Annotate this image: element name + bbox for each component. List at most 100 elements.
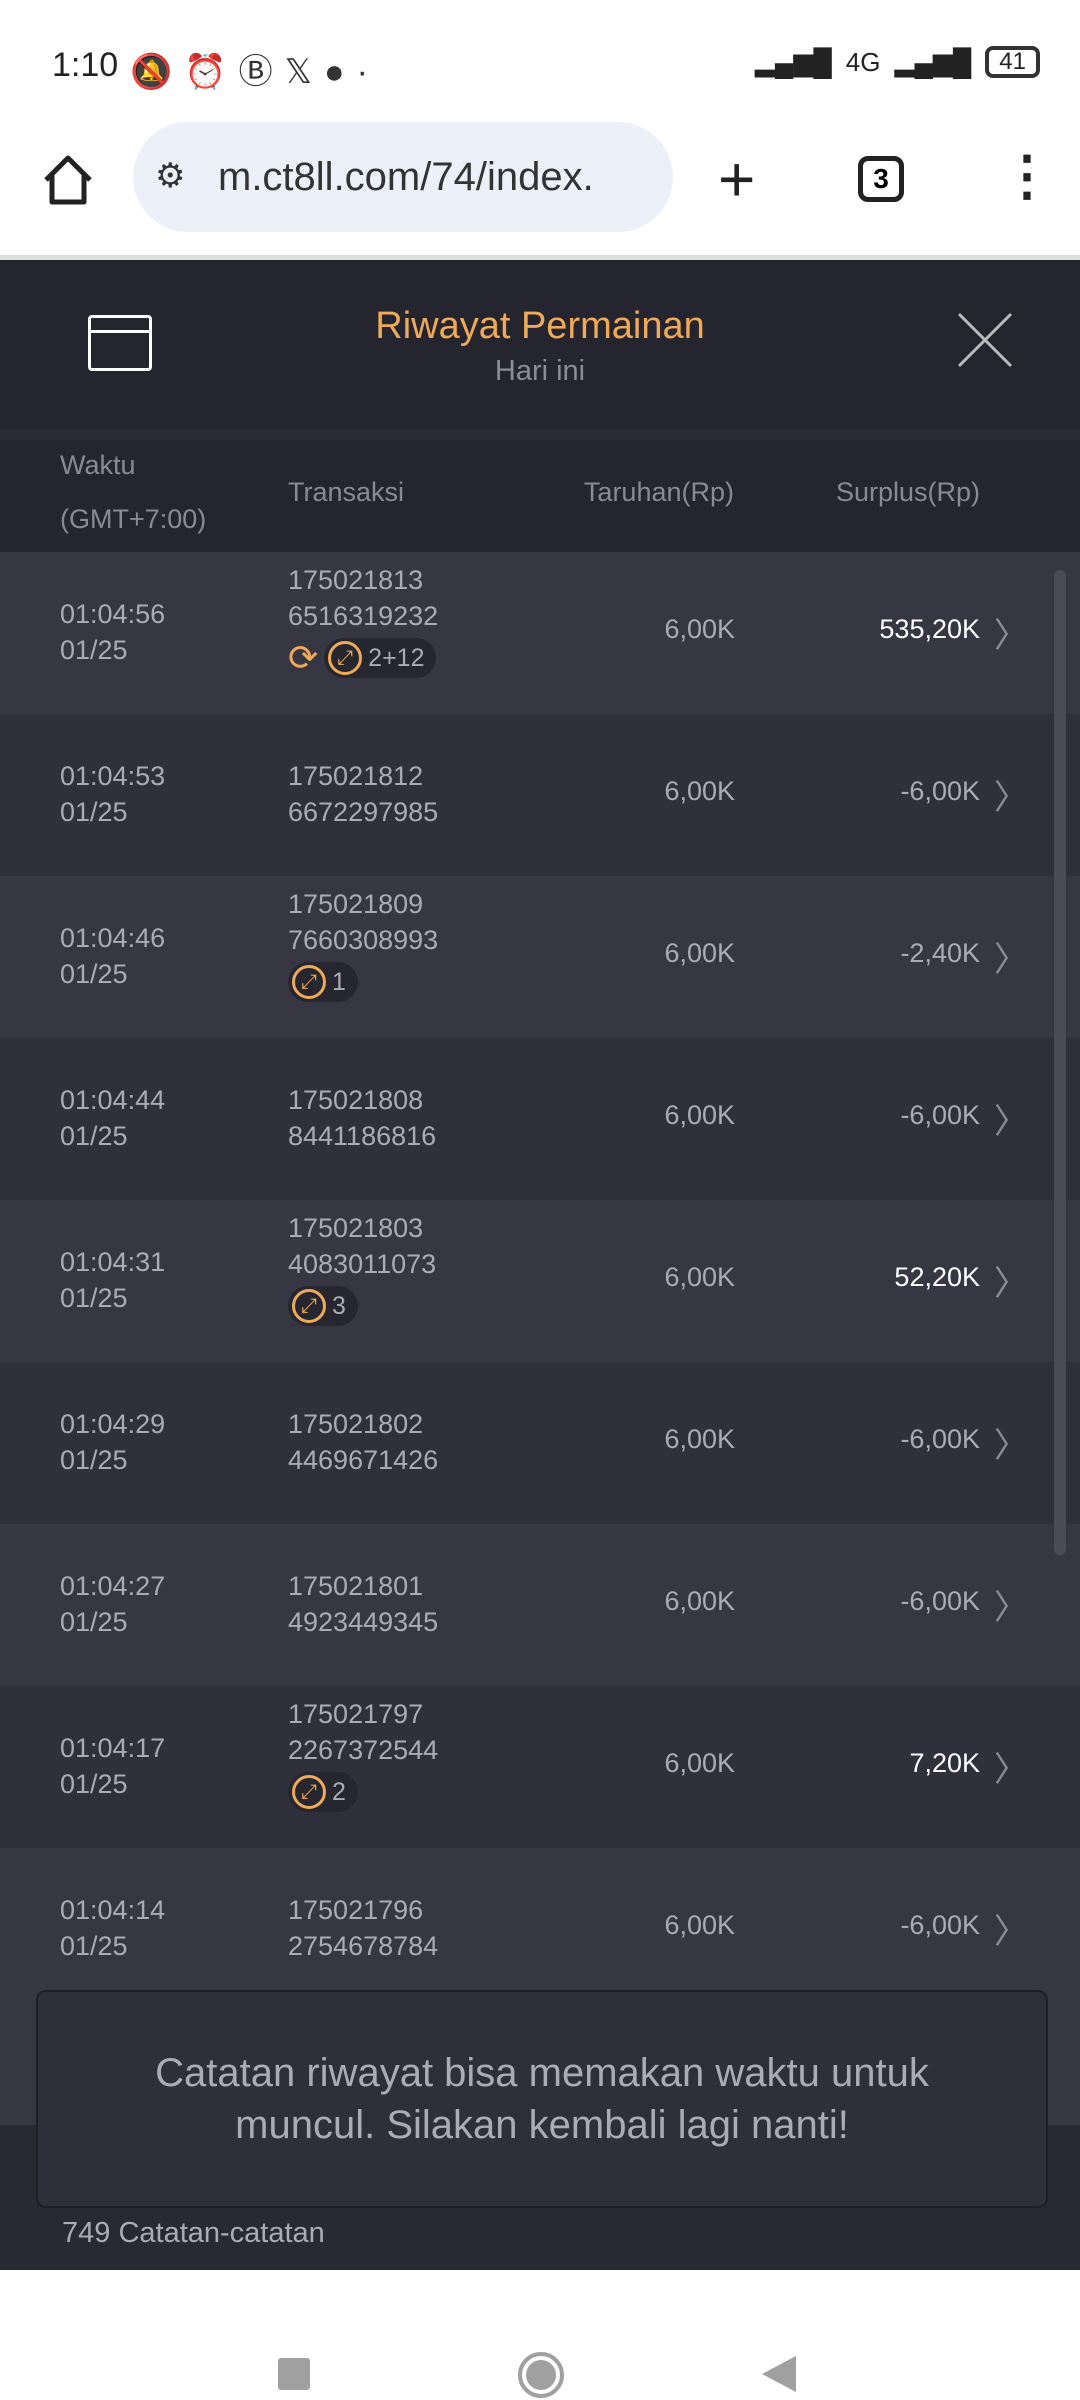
row-transaction: 175021812 6672297985: [288, 758, 438, 830]
network-type: 4G: [845, 46, 881, 77]
home-nav-icon[interactable]: [518, 2352, 564, 2398]
badge-count: 2+12: [368, 644, 425, 672]
row-transaction: 175021796 2754678784: [288, 1892, 438, 1964]
row-transaction: 175021809 7660308993 ⤢ 1: [288, 886, 438, 1002]
table-row[interactable]: 01:04:56 01/25 175021813 6516319232 ⟳ ⤢ 2+12 …: [0, 552, 1080, 714]
col-transaction: Transaksi: [288, 477, 405, 507]
tx-id-part2: 8441186816: [288, 1121, 437, 1151]
system-nav-bar: [0, 2270, 1080, 2400]
free-spin-badge: ⤢ 2+12: [324, 638, 437, 678]
chevron-right-icon[interactable]: 〉: [994, 1589, 1028, 1627]
browser-toolbar: ⚙ m.ct8ll.com/74/index. + 3 ⋮: [0, 122, 1080, 255]
tx-id-part2: 4469671426: [288, 1445, 439, 1475]
calendar-icon[interactable]: [88, 315, 152, 371]
row-transaction: 175021813 6516319232 ⟳ ⤢ 2+12: [288, 562, 438, 678]
table-row[interactable]: 01:04:29 01/25 175021802 4469671426 6,00K …: [0, 1362, 1080, 1524]
tx-id-part1: 175021812: [288, 761, 424, 791]
chevron-right-icon[interactable]: 〉: [994, 1265, 1028, 1303]
chevron-right-icon[interactable]: 〉: [994, 1427, 1028, 1465]
clock: 1:10: [52, 46, 119, 84]
scrollbar[interactable]: [1054, 570, 1066, 1555]
address-bar[interactable]: ⚙ m.ct8ll.com/74/index.: [133, 122, 673, 232]
chevron-right-icon[interactable]: 〉: [994, 1751, 1028, 1789]
recents-icon[interactable]: [278, 2358, 310, 2390]
back-icon[interactable]: [762, 2356, 796, 2392]
row-transaction: 175021808 8441186816: [288, 1082, 436, 1154]
site-settings-icon[interactable]: ⚙: [155, 157, 186, 195]
row-surplus: 535,20K: [879, 614, 980, 644]
chevron-right-icon[interactable]: 〉: [994, 941, 1028, 979]
row-transaction: 175021802 4469671426: [288, 1406, 438, 1478]
row-bet: 6,00K: [664, 1100, 735, 1130]
home-icon[interactable]: [38, 150, 98, 210]
chevron-right-icon[interactable]: 〉: [994, 779, 1028, 817]
date: 01/25: [60, 1607, 128, 1637]
game-history-panel: Riwayat Permainan Hari ini Waktu (GMT+7:…: [0, 260, 1080, 2270]
row-surplus: 52,20K: [894, 1262, 980, 1292]
divider: [0, 255, 1080, 260]
time: 01:04:17: [60, 1733, 166, 1763]
badge-count: 1: [332, 968, 346, 996]
date: 01/25: [60, 635, 128, 665]
refresh-icon: ⟳: [288, 637, 319, 678]
row-time: 01:04:44 01/25: [60, 1082, 165, 1154]
row-surplus: -6,00K: [900, 776, 980, 806]
status-bar: 1:10 🔕⏰Ⓑ𝕏●· ▂▄▆█ 4G ▂▄▆█ 41: [0, 0, 1080, 130]
table-row[interactable]: 01:04:27 01/25 175021801 4923449345 6,00K …: [0, 1524, 1080, 1686]
tx-id-part2: 2754678784: [288, 1931, 439, 1961]
row-bet: 6,00K: [664, 1748, 735, 1778]
row-surplus: 7,20K: [909, 1748, 980, 1778]
table-row[interactable]: 01:04:46 01/25 175021809 7660308993 ⤢ 1 6,00…: [0, 876, 1080, 1038]
row-transaction: 175021803 4083011073 ⤢ 3: [288, 1210, 436, 1326]
tx-id-part2: 4923449345: [288, 1607, 439, 1637]
row-surplus: -2,40K: [900, 938, 980, 968]
close-icon[interactable]: [955, 310, 1015, 370]
row-bet: 6,00K: [664, 1424, 735, 1454]
free-spin-badge: ⤢ 2: [288, 1772, 358, 1812]
table-row[interactable]: 01:04:14 01/25 175021796 2754678784 6,00K …: [0, 1848, 1080, 2010]
page-title: Riwayat Permainan: [375, 305, 705, 347]
date: 01/25: [60, 1445, 128, 1475]
tx-id-part1: 175021801: [288, 1571, 424, 1601]
tx-id-part1: 175021803: [288, 1213, 424, 1243]
time: 01:04:56: [60, 599, 166, 629]
row-time: 01:04:14 01/25: [60, 1892, 165, 1964]
time: 01:04:14: [60, 1895, 166, 1925]
free-spin-badge: ⤢ 1: [288, 962, 358, 1002]
tx-id-part1: 175021802: [288, 1409, 424, 1439]
time: 01:04:46: [60, 923, 166, 953]
time: 01:04:27: [60, 1571, 166, 1601]
row-time: 01:04:31 01/25: [60, 1244, 165, 1316]
tx-id-part1: 175021808: [288, 1085, 424, 1115]
row-bet: 6,00K: [664, 1586, 735, 1616]
date: 01/25: [60, 1931, 128, 1961]
chevron-right-icon[interactable]: 〉: [994, 1103, 1028, 1141]
row-time: 01:04:17 01/25: [60, 1730, 165, 1802]
table-row[interactable]: 01:04:31 01/25 175021803 4083011073 ⤢ 3 6,00…: [0, 1200, 1080, 1362]
bonus-icon: ⤢: [292, 1289, 326, 1323]
table-row[interactable]: 01:04:53 01/25 175021812 6672297985 6,00K …: [0, 714, 1080, 876]
tx-id-part1: 175021796: [288, 1895, 424, 1925]
tab-switcher-button[interactable]: 3: [858, 156, 904, 202]
tx-id-part2: 4083011073: [288, 1249, 437, 1279]
table-row[interactable]: 01:04:17 01/25 175021797 2267372544 ⤢ 2 6,00…: [0, 1686, 1080, 1848]
more-menu-icon[interactable]: ⋮: [1000, 146, 1054, 206]
row-bet: 6,00K: [664, 614, 735, 644]
tx-id-part1: 175021797: [288, 1699, 424, 1729]
signal-icon: ▂▄▆█: [754, 46, 832, 77]
tx-id-part2: 6516319232: [288, 601, 439, 631]
chevron-right-icon[interactable]: 〉: [994, 1913, 1028, 1951]
badge-count: 3: [332, 1292, 346, 1320]
table-row[interactable]: 01:04:44 01/25 175021808 8441186816 6,00K …: [0, 1038, 1080, 1200]
bonus-icon: ⤢: [292, 1775, 326, 1809]
date: 01/25: [60, 1769, 128, 1799]
chevron-right-icon[interactable]: 〉: [994, 617, 1028, 655]
row-bet: 6,00K: [664, 1910, 735, 1940]
col-time: Waktu: [60, 450, 136, 480]
battery-icon: 41: [985, 46, 1040, 78]
col-surplus: Surplus(Rp): [835, 477, 980, 507]
new-tab-icon[interactable]: +: [718, 143, 756, 215]
history-list: 01:04:56 01/25 175021813 6516319232 ⟳ ⤢ 2+12 …: [0, 552, 1080, 2010]
bonus-icon: ⤢: [328, 641, 363, 675]
row-time: 01:04:56 01/25: [60, 596, 165, 668]
